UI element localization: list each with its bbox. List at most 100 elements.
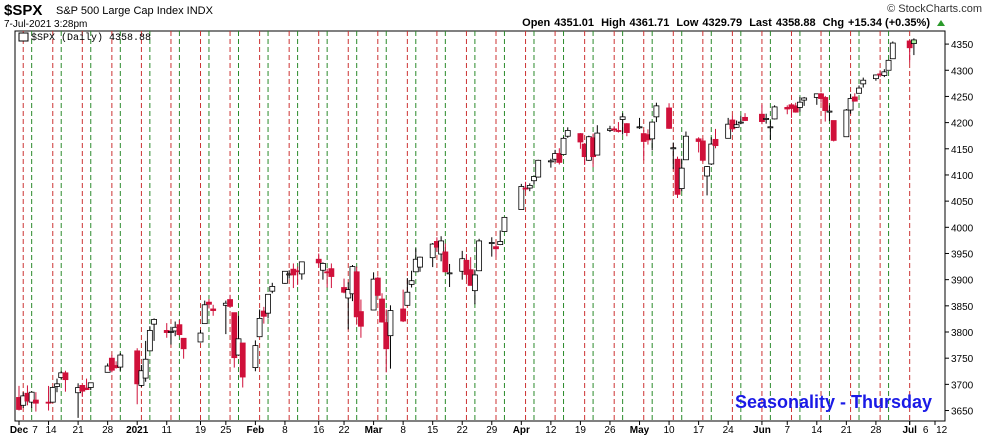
candle — [564, 127, 571, 138]
candle-body — [577, 133, 584, 143]
candle-body — [910, 39, 917, 44]
candle-body — [239, 342, 246, 378]
candle — [408, 270, 415, 288]
candle — [358, 299, 364, 338]
candle-body — [873, 74, 879, 80]
candle-body — [564, 130, 571, 137]
open-value: 4351.01 — [554, 17, 595, 29]
x-tick-label: 7 — [784, 425, 790, 436]
x-tick-label: 15 — [427, 425, 439, 436]
candles — [16, 38, 917, 418]
candle-body — [636, 126, 643, 129]
candle-body — [725, 123, 732, 139]
candle-body — [526, 185, 533, 189]
candle-body — [767, 126, 774, 129]
candle — [636, 117, 643, 129]
candle-body — [518, 186, 525, 210]
x-tick-label: 2021 — [126, 425, 149, 436]
candle-body — [623, 123, 630, 133]
candle — [695, 137, 702, 153]
candle-body — [594, 132, 601, 156]
stockcharts-watermark: © StockCharts.com — [887, 3, 982, 15]
candle — [417, 256, 423, 272]
candle — [353, 266, 360, 325]
candle — [678, 158, 685, 192]
candle — [54, 378, 60, 393]
candle-body — [197, 332, 204, 343]
x-tick-label: 8 — [400, 425, 406, 436]
seasonality-markers — [22, 31, 911, 421]
candle — [594, 125, 601, 156]
candle — [151, 318, 157, 341]
x-tick-label: Dec — [10, 425, 29, 436]
candle-body — [374, 277, 381, 296]
y-tick-label: 3900 — [951, 276, 974, 287]
candle-body — [493, 246, 499, 250]
candle — [725, 117, 732, 139]
y-tick-label: 4300 — [951, 66, 974, 77]
x-tick-label: 25 — [220, 425, 232, 436]
x-tick-label: 22 — [338, 425, 350, 436]
candle-body — [269, 286, 276, 292]
candle-body — [476, 240, 483, 272]
y-tick-label: 4000 — [951, 223, 974, 234]
high-value: 4361.71 — [629, 17, 670, 29]
x-tick-label: 14 — [811, 425, 823, 436]
candle — [708, 137, 715, 166]
candle — [556, 148, 563, 165]
last-label: Last — [749, 17, 772, 29]
candle — [737, 115, 744, 125]
candle-body — [547, 160, 554, 163]
candle-body — [818, 93, 824, 99]
x-tick-label: 8 — [282, 425, 288, 436]
candle — [666, 103, 672, 129]
candle-body — [168, 331, 174, 333]
candle-body — [847, 98, 854, 111]
candle — [742, 113, 748, 122]
candle — [860, 77, 867, 88]
candle — [265, 293, 271, 319]
candle — [493, 244, 499, 257]
x-tick-label: 28 — [870, 425, 882, 436]
candle — [670, 142, 677, 170]
candle — [404, 278, 411, 306]
candle-body — [379, 298, 385, 323]
candle-body — [252, 345, 259, 369]
candle — [117, 352, 124, 371]
candle — [843, 109, 850, 138]
candle — [488, 237, 495, 257]
legend-text: $SPX (Daily) 4358.88 — [31, 32, 151, 44]
candle — [885, 59, 892, 71]
candle — [497, 230, 504, 246]
candle-body — [146, 330, 153, 352]
candle-body — [704, 166, 710, 177]
candle — [851, 93, 858, 102]
x-tick-label: May — [630, 425, 650, 436]
candle — [471, 269, 478, 305]
chart-date: 7-Jul-2021 3:28pm — [4, 19, 88, 30]
candle — [830, 120, 837, 142]
candle — [210, 304, 217, 316]
candle-body — [683, 135, 689, 161]
candle — [623, 123, 630, 137]
candle — [62, 370, 69, 392]
open-label: Open — [522, 17, 551, 29]
candle — [379, 293, 385, 323]
candle — [252, 340, 259, 372]
last-value: 4358.88 — [775, 17, 816, 29]
candle — [176, 319, 183, 337]
candle-body — [328, 268, 335, 277]
candle — [45, 385, 52, 411]
candle-body — [695, 138, 702, 142]
candle — [822, 95, 829, 122]
candle-body — [535, 159, 542, 178]
candle-body — [737, 121, 744, 124]
candle-body — [180, 337, 187, 350]
candle — [201, 300, 208, 325]
candle — [315, 253, 322, 268]
candle-body — [471, 274, 478, 292]
chg-value: +15.34 (+0.35%) — [848, 17, 930, 29]
x-tick-label: Feb — [246, 425, 264, 436]
candle — [683, 131, 689, 161]
